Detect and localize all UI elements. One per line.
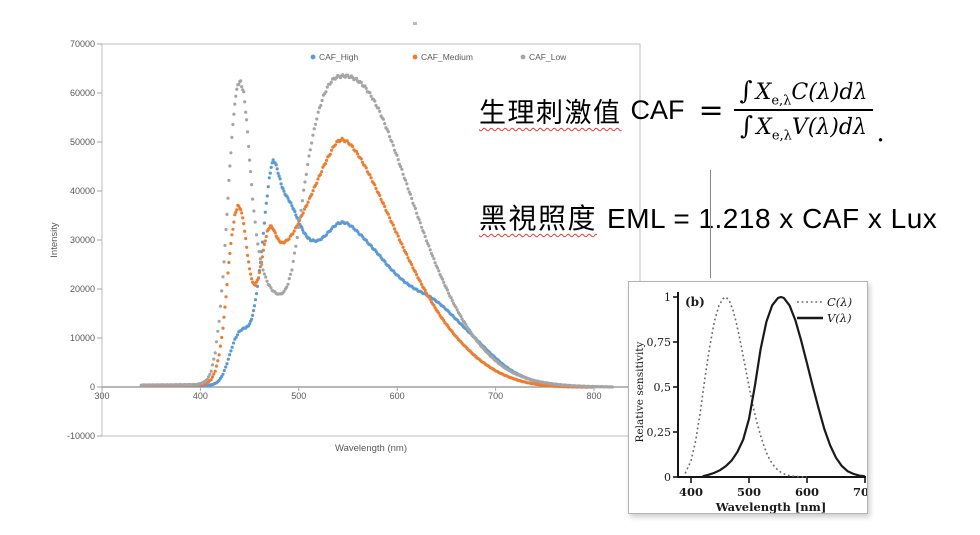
x-axis-title: Wavelength (nm) — [335, 443, 407, 454]
x-tick-label: 500 — [291, 391, 306, 401]
inset-y-axis-title: Relative sensitivity — [634, 341, 646, 442]
x-tick-label: 600 — [390, 391, 405, 401]
eml-formula: 黑視照度 EML = 1.218 x CAF x Lux — [479, 197, 937, 237]
y-tick-label: 70000 — [70, 39, 95, 49]
caf-fraction-denominator: ∫ Xe,λV(λ)dλ — [733, 109, 874, 144]
y-axis-title: Intensity — [49, 222, 60, 258]
denominator-variable: X — [756, 115, 772, 141]
inset-sensitivity-chart: 1 0,75 0,5 0,25 0 400 500 600 700 (b) C(λ) V(λ) Rela… — [634, 291, 867, 513]
inset-y-tick-label: 0 — [664, 471, 671, 484]
inset-legend-item-c-lambda: C(λ) — [797, 295, 852, 309]
legend-item-caf-high: CAF_High — [310, 52, 358, 62]
integral-sign: ∫ — [740, 111, 754, 141]
series-caf-medium — [139, 136, 591, 389]
inset-curve-c-lambda — [684, 295, 807, 478]
y-tick-label: 50000 — [70, 137, 95, 147]
y-tick-label: 30000 — [70, 235, 95, 245]
numerator-variable: X — [755, 80, 772, 105]
main-spectrum-chart: 70000 60000 50000 40000 30000 20000 10000 0 -100… — [49, 39, 641, 454]
caf-formula-chinese-label: 生理刺激值 — [479, 97, 622, 129]
inset-x-tick-label: 700 — [853, 485, 867, 499]
inset-x-axis-title: Wavelength [nm] — [715, 500, 827, 513]
y-tick-label: 60000 — [70, 88, 95, 98]
caf-fraction: ∫ Xe,λC(λ)dλ ∫ Xe,λV(λ)dλ — [733, 76, 874, 145]
legend-label: CAF_Medium — [421, 52, 473, 62]
inset-legend-label: C(λ) — [827, 295, 852, 309]
legend-item-caf-medium: CAF_Medium — [412, 52, 473, 62]
y-tick-label: 0 — [90, 382, 95, 392]
stray-mark — [413, 22, 417, 25]
legend-marker — [310, 54, 316, 60]
legend-marker — [520, 54, 526, 60]
inset-legend-item-v-lambda: V(λ) — [797, 311, 852, 325]
x-tick-label: 700 — [488, 391, 503, 401]
inset-x-tick-label: 500 — [737, 485, 761, 499]
caf-formula-caf-label: CAF — [630, 94, 685, 125]
y-tick-label: -10000 — [67, 431, 95, 441]
formula-period: . — [876, 117, 885, 148]
series-caf-low — [139, 73, 615, 389]
eml-formula-chinese-label: 黑視照度 — [479, 202, 598, 235]
inset-y-tick-label: 0,25 — [647, 426, 672, 439]
numerator-subscript: e,λ — [771, 93, 792, 109]
legend-label: CAF_High — [319, 52, 358, 62]
caf-fraction-numerator: ∫ Xe,λC(λ)dλ — [734, 76, 874, 109]
denominator-expression: V(λ)dλ — [791, 115, 867, 141]
inset-y-tick-label: 1 — [664, 291, 671, 304]
legend-marker — [412, 54, 418, 60]
numerator-expression: C(λ)dλ — [791, 80, 868, 105]
inset-panel-label: (b) — [685, 295, 705, 309]
x-tick-label: 400 — [193, 391, 208, 401]
x-tick-label: 800 — [586, 391, 601, 401]
eml-formula-expression: EML = 1.218 x CAF x Lux — [607, 203, 938, 234]
y-tick-label: 20000 — [70, 284, 95, 294]
inset-curve-v-lambda — [702, 295, 866, 478]
legend-item-caf-low: CAF_Low — [520, 52, 567, 62]
caf-formula: 生理刺激值 CAF = ∫ Xe,λC(λ)dλ ∫ Xe,λV(λ)dλ . — [479, 76, 885, 148]
series-caf-high — [139, 158, 595, 389]
inset-legend-label: V(λ) — [827, 311, 852, 325]
y-tick-label: 40000 — [70, 186, 95, 196]
equals-sign: = — [698, 92, 724, 128]
denominator-subscript: e,λ — [771, 128, 792, 144]
integral-sign: ∫ — [739, 76, 753, 105]
legend-label: CAF_Low — [529, 52, 567, 62]
y-tick-label: 10000 — [70, 333, 95, 343]
x-tick-label: 300 — [94, 391, 109, 401]
sensitivity-inset-figure: 1 0,75 0,5 0,25 0 400 500 600 700 (b) C(λ) V(λ) Rela… — [628, 281, 868, 514]
text-cursor[interactable] — [710, 170, 711, 278]
inset-x-tick-label: 600 — [795, 485, 819, 499]
inset-y-tick-label: 0,5 — [654, 381, 672, 394]
inset-x-tick-label: 400 — [679, 485, 703, 499]
inset-y-tick-label: 0,75 — [647, 336, 672, 349]
